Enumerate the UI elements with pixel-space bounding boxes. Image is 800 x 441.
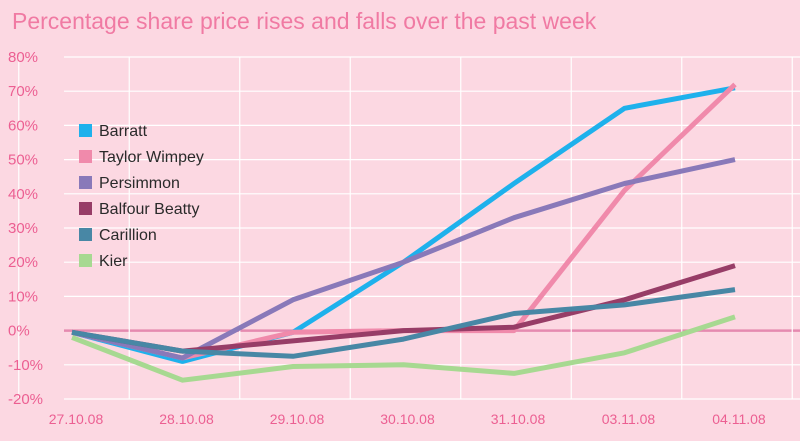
x-tick-label: 27.10.08 [49,411,104,427]
legend-label: Balfour Beatty [99,201,200,218]
y-tick-label: -20% [8,391,43,408]
legend-label: Carillion [99,227,157,244]
y-tick-label: 80% [8,49,38,66]
legend-swatch [79,176,92,189]
y-tick-label: 40% [8,186,38,203]
x-tick-label: 28.10.08 [159,411,214,427]
x-tick-label: 30.10.08 [380,411,435,427]
y-tick-label: 20% [8,254,38,271]
axis-labels: 80% 70% 60% 50% 40% 30% 20% 10% 0% -10% -20% 27.10.… [8,49,766,427]
y-tick-label: 30% [8,220,38,237]
x-tick-label: 04.11.08 [712,411,766,427]
series-line-kier [71,314,736,383]
x-tick-label: 31.10.08 [491,411,546,427]
x-tick-label: 29.10.08 [270,411,325,427]
y-tick-label: 50% [8,152,38,169]
legend-swatch [79,228,92,241]
x-tick-label: 03.11.08 [602,411,656,427]
legend-swatch [79,124,92,137]
chart-title: Percentage share price rises and falls o… [12,8,597,34]
legend-label: Kier [99,253,128,270]
y-tick-label: 0% [8,323,30,340]
legend-swatch [79,202,92,215]
series-line-carillion [71,287,736,359]
y-tick-label: -10% [8,357,43,374]
legend-label: Barratt [99,123,148,140]
y-tick-label: 70% [8,83,38,100]
y-tick-label: 60% [8,117,38,134]
legend-swatch [79,150,92,163]
y-tick-label: 10% [8,288,38,305]
legend-swatch [79,254,92,267]
legend-label: Taylor Wimpey [99,149,204,166]
series-line-barratt [71,85,736,364]
series-lines [71,82,737,383]
legend: Barratt Taylor Wimpey Persimmon Balfour Bea… [79,123,204,270]
legend-label: Persimmon [99,175,180,192]
series-line-persimmon [71,157,736,361]
